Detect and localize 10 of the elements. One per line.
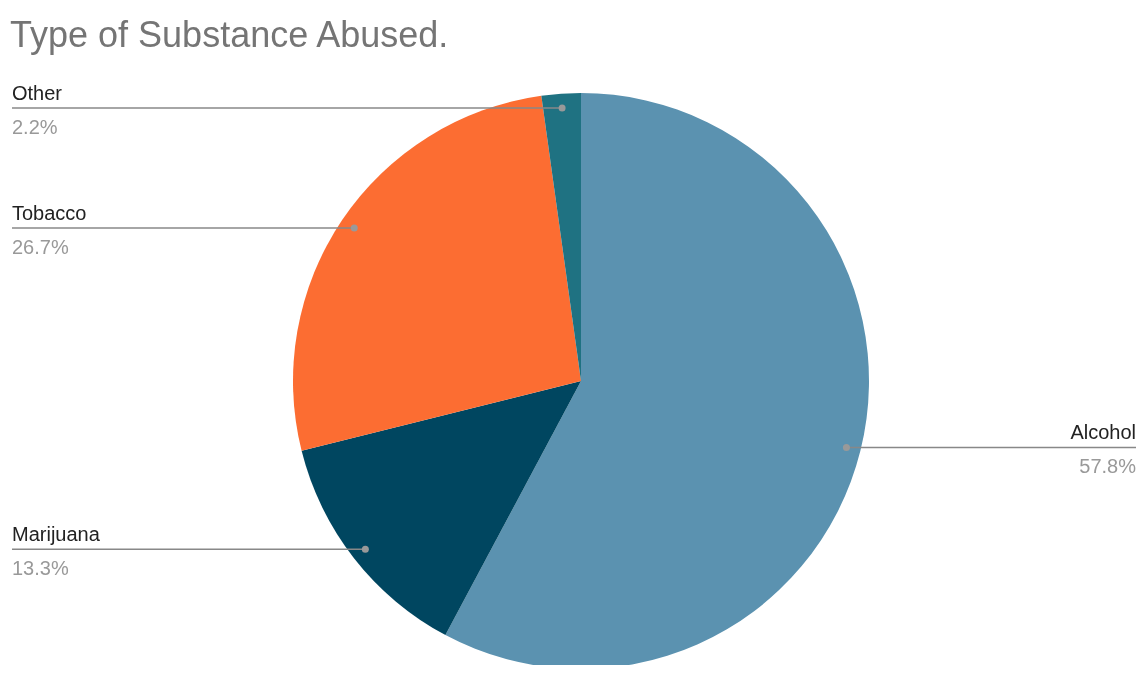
data-label: 13.3% <box>12 557 69 580</box>
slice-label: Alcohol <box>1070 421 1136 444</box>
data-label: 57.8% <box>1079 455 1137 478</box>
slice-label: Other <box>12 82 63 105</box>
data-label: 2.2% <box>12 116 58 139</box>
slice-label: Tobacco <box>12 201 87 224</box>
pie-slice <box>293 95 581 451</box>
chart-title: Type of Substance Abused. <box>10 14 449 56</box>
slice-label: Marijuana <box>12 523 101 546</box>
data-label: 26.7% <box>12 235 69 258</box>
